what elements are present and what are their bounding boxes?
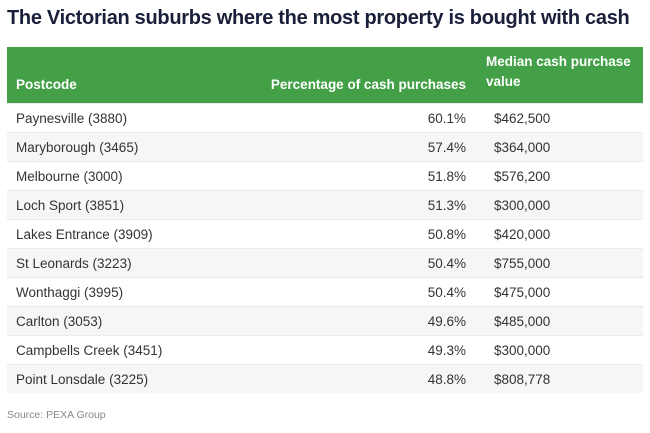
- cell-postcode: St Leonards (3223): [7, 256, 237, 271]
- cell-percentage: 57.4%: [237, 140, 466, 155]
- cell-percentage: 49.3%: [237, 343, 466, 358]
- cell-postcode: Lakes Entrance (3909): [7, 227, 237, 242]
- cell-postcode: Campbells Creek (3451): [7, 343, 237, 358]
- cell-median-value: $420,000: [466, 227, 643, 242]
- table-row: Wonthaggi (3995)50.4%$475,000: [7, 277, 643, 306]
- header-percentage: Percentage of cash purchases: [237, 77, 466, 103]
- table-title: The Victorian suburbs where the most pro…: [7, 7, 629, 30]
- table-row: Melbourne (3000)51.8%$576,200: [7, 161, 643, 190]
- cell-median-value: $576,200: [466, 169, 643, 184]
- table-row: St Leonards (3223)50.4%$755,000: [7, 248, 643, 277]
- cell-median-value: $485,000: [466, 314, 643, 329]
- table-row: Maryborough (3465)57.4%$364,000: [7, 132, 643, 161]
- table-row: Lakes Entrance (3909)50.8%$420,000: [7, 219, 643, 248]
- cell-median-value: $808,778: [466, 372, 643, 387]
- table-row: Point Lonsdale (3225)48.8%$808,778: [7, 364, 643, 393]
- cell-percentage: 51.8%: [237, 169, 466, 184]
- cell-median-value: $300,000: [466, 343, 643, 358]
- table-row: Loch Sport (3851)51.3%$300,000: [7, 190, 643, 219]
- header-postcode: Postcode: [7, 77, 237, 103]
- header-median-value: Median cash purchase value: [466, 52, 643, 103]
- cell-postcode: Melbourne (3000): [7, 169, 237, 184]
- table-header: Postcode Percentage of cash purchases Me…: [7, 47, 643, 103]
- cell-postcode: Maryborough (3465): [7, 140, 237, 155]
- data-table: Postcode Percentage of cash purchases Me…: [7, 47, 643, 393]
- cell-percentage: 48.8%: [237, 372, 466, 387]
- source-note: Source: PEXA Group: [7, 409, 106, 421]
- cell-postcode: Paynesville (3880): [7, 111, 237, 126]
- cell-median-value: $462,500: [466, 111, 643, 126]
- table-row: Carlton (3053)49.6%$485,000: [7, 306, 643, 335]
- table-body: Paynesville (3880)60.1%$462,500 Maryboro…: [7, 103, 643, 393]
- cell-percentage: 49.6%: [237, 314, 466, 329]
- cell-median-value: $755,000: [466, 256, 643, 271]
- cell-median-value: $475,000: [466, 285, 643, 300]
- cell-postcode: Point Lonsdale (3225): [7, 372, 237, 387]
- cell-postcode: Wonthaggi (3995): [7, 285, 237, 300]
- table-row: Paynesville (3880)60.1%$462,500: [7, 103, 643, 132]
- cell-percentage: 50.4%: [237, 256, 466, 271]
- cell-postcode: Loch Sport (3851): [7, 198, 237, 213]
- table-row: Campbells Creek (3451)49.3%$300,000: [7, 335, 643, 364]
- cell-percentage: 51.3%: [237, 198, 466, 213]
- cell-postcode: Carlton (3053): [7, 314, 237, 329]
- cell-percentage: 50.8%: [237, 227, 466, 242]
- cell-percentage: 60.1%: [237, 111, 466, 126]
- cell-percentage: 50.4%: [237, 285, 466, 300]
- cell-median-value: $300,000: [466, 198, 643, 213]
- cell-median-value: $364,000: [466, 140, 643, 155]
